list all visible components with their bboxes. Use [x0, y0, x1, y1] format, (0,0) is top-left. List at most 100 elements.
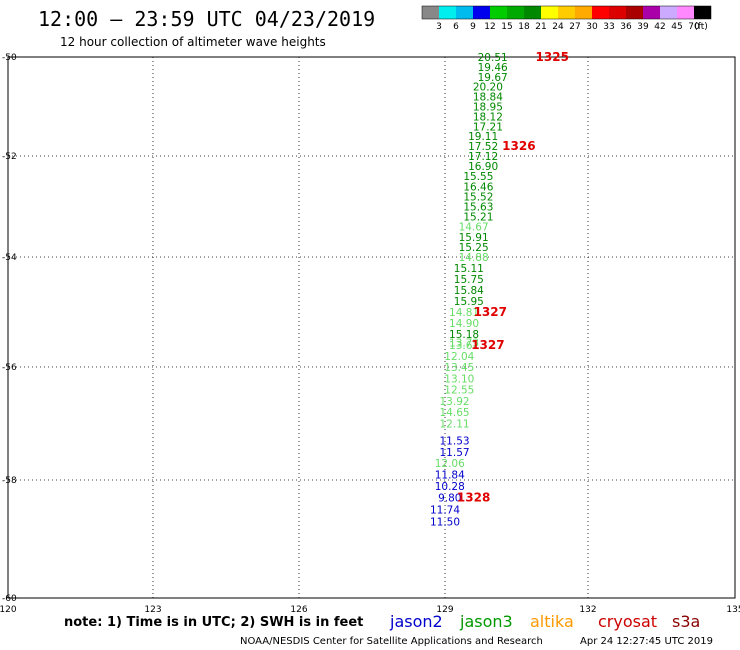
wave-height-value: 12.11	[440, 419, 470, 431]
wave-height-value: 12.06	[435, 458, 465, 470]
color-scale-label: 42	[654, 22, 665, 32]
satellite-legend-item: jason3	[459, 612, 513, 631]
wave-height-value: 15.21	[463, 212, 493, 224]
pass-number-label: 1327	[474, 305, 507, 319]
y-tick-label: -52	[2, 152, 17, 162]
wave-height-value: 16.90	[468, 161, 498, 173]
satellite-legend: jason2 jason3 altika cryosat s3a	[389, 612, 700, 631]
wave-height-value: 19.67	[478, 72, 508, 84]
color-swatch	[660, 6, 677, 19]
wave-height-value: 15.63	[463, 202, 493, 214]
satellite-legend-item: cryosat	[598, 612, 657, 631]
wave-height-value: 17.52	[468, 141, 498, 153]
wave-height-value: 14.88	[459, 252, 489, 264]
wave-height-value: 13.73	[449, 337, 479, 349]
wave-height-value: 13.10	[444, 373, 474, 385]
footer-credit: NOAA/NESDIS Center for Satellite Applica…	[240, 636, 543, 647]
color-swatch	[677, 6, 694, 19]
plot-frame	[7, 56, 736, 599]
wave-height-value: 9.80	[438, 493, 461, 505]
color-swatch	[422, 6, 439, 19]
color-scale-label: 36	[620, 22, 632, 32]
x-tick-label: 132	[579, 605, 596, 615]
wave-height-value: 11.84	[435, 469, 465, 481]
chart-title: 12:00 – 23:59 UTC 04/23/2019	[38, 7, 375, 31]
wave-height-value: 15.55	[463, 171, 493, 183]
color-scale-label: 45	[671, 22, 682, 32]
y-tick-label: -58	[2, 476, 17, 486]
color-swatch	[541, 6, 558, 19]
x-tick-label: 129	[436, 605, 453, 615]
wave-height-value: 19.46	[478, 62, 508, 74]
color-scale-label: 70	[688, 22, 700, 32]
color-scale-label: 24	[552, 22, 564, 32]
wave-height-value: 13.45	[444, 362, 474, 374]
x-tick-label: 123	[144, 605, 161, 615]
wave-height-value: 11.50	[430, 516, 460, 528]
footer-timestamp: Apr 24 12:27:45 UTC 2019	[580, 636, 713, 647]
wave-height-value: 11.57	[440, 447, 470, 459]
footer-note: note: 1) Time is in UTC; 2) SWH is in fe…	[64, 615, 363, 630]
wave-height-value: 18.84	[473, 92, 503, 104]
wave-height-value: 19.11	[468, 131, 498, 143]
satellite-legend-item: s3a	[672, 612, 700, 631]
wave-height-value: 15.84	[454, 285, 484, 297]
y-tick-label: -56	[2, 363, 17, 373]
wave-height-value: 20.51	[478, 52, 508, 64]
wave-height-value: 14.67	[459, 222, 489, 234]
wave-height-value: 17.21	[473, 121, 503, 133]
color-swatch	[490, 6, 507, 19]
wave-height-value: 13.92	[440, 396, 470, 408]
color-scale-label: 18	[518, 22, 530, 32]
satellite-legend-item: altika	[530, 612, 574, 631]
wave-height-value: 15.18	[449, 329, 479, 341]
pass-number-label: 1327	[471, 338, 504, 352]
color-scale-label: 21	[535, 22, 546, 32]
y-tick-label: -50	[2, 53, 17, 63]
wave-height-value: 18.95	[473, 102, 503, 114]
color-swatch	[592, 6, 609, 19]
color-scale-label: 39	[637, 22, 649, 32]
color-scale-label: 12	[484, 22, 495, 32]
wave-height-value: 18.12	[473, 111, 503, 123]
color-scale-label: 9	[470, 22, 476, 32]
color-swatch	[694, 6, 711, 19]
wave-height-value: 15.25	[459, 242, 489, 254]
color-swatch	[507, 6, 524, 19]
wave-height-value: 15.52	[463, 191, 493, 203]
wave-height-value: 17.12	[468, 151, 498, 163]
color-swatch	[456, 6, 473, 19]
color-scale-unit: (ft)	[694, 22, 708, 32]
y-tick-label: -60	[2, 594, 17, 604]
color-swatch	[626, 6, 643, 19]
wave-height-value: 16.46	[463, 181, 493, 193]
wave-height-value: 13.62	[449, 340, 479, 352]
wave-height-value: 15.11	[454, 263, 484, 275]
color-swatch	[575, 6, 592, 19]
color-scale-label: 30	[586, 22, 598, 32]
wave-height-value: 20.20	[473, 82, 503, 94]
satellite-legend-item: jason2	[389, 612, 443, 631]
color-scale-frame	[421, 5, 712, 20]
wave-height-value: 12.55	[444, 385, 474, 397]
wave-height-value: 15.91	[459, 232, 489, 244]
wave-height-value: 14.65	[440, 407, 470, 419]
wave-height-value: 14.81	[449, 307, 479, 319]
x-tick-label: 126	[290, 605, 307, 615]
wave-height-value: 14.90	[449, 318, 479, 330]
color-scale-label: 3	[436, 22, 442, 32]
color-swatch	[439, 6, 456, 19]
y-tick-label: -54	[2, 253, 17, 263]
x-tick-label: 120	[0, 605, 17, 615]
color-scale-label: 33	[603, 22, 614, 32]
chart-subtitle: 12 hour collection of altimeter wave hei…	[60, 35, 326, 49]
wave-height-value: 11.53	[440, 435, 470, 447]
wave-height-value: 12.04	[444, 351, 474, 363]
pass-number-label: 1326	[502, 139, 535, 153]
wave-height-value: 15.95	[454, 296, 484, 308]
pass-number-label: 1328	[457, 491, 490, 505]
color-swatch	[524, 6, 541, 19]
color-swatch	[473, 6, 490, 19]
